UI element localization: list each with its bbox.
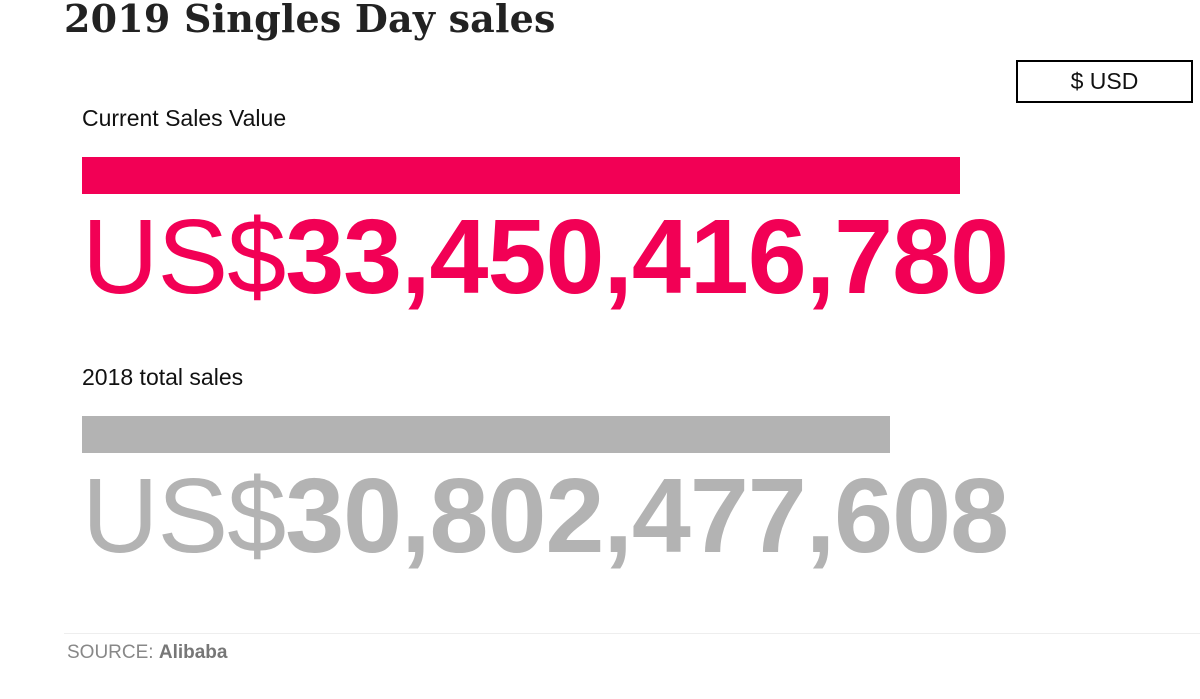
- prior-year-sales-value: 30,802,477,608: [285, 457, 1009, 575]
- chart-title: 2019 Singles Day sales: [64, 0, 556, 41]
- source-name: Alibaba: [158, 642, 228, 663]
- current-sales-amount: US$33,450,416,780: [82, 202, 1009, 312]
- prior-year-sales-amount: US$30,802,477,608: [82, 461, 1009, 571]
- current-sales-bar-track: [82, 157, 1032, 194]
- source-credit: SOURCE: Alibaba: [67, 642, 227, 664]
- current-sales-label: Current Sales Value: [82, 105, 287, 131]
- current-sales-bar: [82, 157, 960, 194]
- prior-year-sales-bar-track: [82, 416, 1032, 453]
- prior-year-currency-prefix: US$: [82, 457, 286, 575]
- currency-toggle-button[interactable]: $ USD: [1016, 60, 1193, 103]
- prior-year-sales-bar: [82, 416, 890, 453]
- source-label: SOURCE:: [67, 642, 154, 663]
- current-sales-value: 33,450,416,780: [285, 198, 1009, 316]
- footer-divider: [64, 633, 1200, 634]
- current-sales-currency-prefix: US$: [82, 198, 286, 316]
- prior-year-sales-label: 2018 total sales: [82, 364, 244, 390]
